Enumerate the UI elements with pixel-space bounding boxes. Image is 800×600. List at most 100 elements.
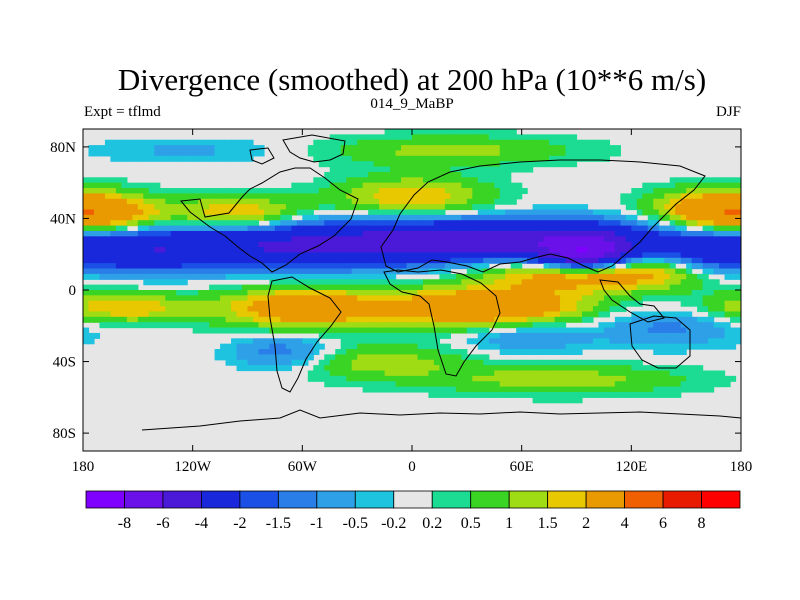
field-cell bbox=[444, 155, 451, 162]
field-cell bbox=[647, 311, 654, 318]
field-cell bbox=[401, 332, 408, 339]
field-cell bbox=[280, 188, 287, 194]
field-cell bbox=[450, 365, 457, 372]
field-cell bbox=[220, 263, 227, 270]
field-cell bbox=[296, 182, 303, 189]
field-cell bbox=[581, 316, 589, 323]
field-cell bbox=[296, 354, 303, 361]
field-cell bbox=[263, 204, 271, 211]
field-cell bbox=[412, 188, 419, 194]
field-cell bbox=[121, 241, 128, 248]
field-cell bbox=[494, 155, 501, 162]
field-cell bbox=[461, 241, 468, 248]
field-cell bbox=[581, 279, 589, 286]
field-cell bbox=[483, 166, 490, 173]
field-cell bbox=[417, 295, 424, 302]
field-cell bbox=[181, 188, 188, 194]
field-cell bbox=[719, 375, 726, 382]
field-cell bbox=[121, 204, 128, 211]
field-cell bbox=[384, 370, 391, 377]
subtitle-center: 014_9_MaBP bbox=[370, 96, 453, 112]
field-cell bbox=[439, 316, 446, 323]
field-cell bbox=[422, 316, 430, 323]
field-cell bbox=[444, 311, 451, 318]
field-cell bbox=[379, 386, 386, 393]
field-cell bbox=[390, 161, 397, 168]
field-cell bbox=[647, 230, 654, 237]
field-cell bbox=[329, 252, 336, 259]
field-cell bbox=[653, 236, 660, 243]
field-cell bbox=[214, 236, 221, 243]
field-cell bbox=[439, 155, 446, 162]
field-cell bbox=[466, 220, 473, 227]
field-cell bbox=[433, 370, 441, 377]
field-cell bbox=[406, 300, 413, 307]
field-cell bbox=[461, 284, 468, 291]
field-cell bbox=[104, 150, 112, 157]
field-cell bbox=[351, 139, 358, 146]
field-cell bbox=[126, 311, 133, 318]
field-cell bbox=[285, 204, 292, 211]
field-cell bbox=[702, 209, 709, 216]
field-cell bbox=[132, 220, 139, 227]
field-cell bbox=[242, 316, 249, 323]
field-cell bbox=[571, 273, 578, 280]
field-cell bbox=[483, 268, 490, 275]
field-cell bbox=[302, 311, 309, 318]
field-cell bbox=[313, 365, 320, 372]
field-cell bbox=[296, 327, 303, 334]
field-cell bbox=[225, 247, 232, 254]
field-cell bbox=[406, 214, 413, 221]
field-cell bbox=[571, 150, 578, 157]
field-cell bbox=[395, 236, 402, 243]
field-cell bbox=[181, 300, 188, 307]
field-cell bbox=[247, 338, 254, 345]
field-cell bbox=[362, 279, 369, 286]
field-cell bbox=[466, 252, 473, 259]
field-cell bbox=[198, 204, 205, 211]
field-cell bbox=[680, 338, 687, 345]
field-cell bbox=[192, 316, 199, 323]
field-cell bbox=[532, 306, 539, 313]
field-cell bbox=[532, 150, 539, 157]
field-cell bbox=[99, 306, 106, 313]
plot-area bbox=[83, 129, 741, 451]
field-cell bbox=[351, 257, 358, 264]
field-cell bbox=[412, 370, 419, 377]
field-cell bbox=[466, 273, 473, 280]
field-cell bbox=[220, 155, 227, 162]
field-cell bbox=[571, 209, 578, 216]
field-cell bbox=[477, 241, 484, 248]
field-cell bbox=[93, 236, 101, 243]
field-cell bbox=[636, 365, 643, 372]
field-cell bbox=[318, 188, 325, 194]
field-cell bbox=[461, 193, 468, 200]
field-cell bbox=[192, 290, 199, 296]
field-cell bbox=[242, 247, 249, 254]
field-cell bbox=[231, 327, 238, 334]
field-cell bbox=[450, 166, 457, 173]
field-cell bbox=[636, 284, 643, 291]
field-cell bbox=[494, 306, 501, 313]
field-cell bbox=[318, 295, 325, 302]
field-cell bbox=[647, 386, 654, 393]
field-cell bbox=[653, 182, 660, 189]
field-cell bbox=[439, 295, 446, 302]
field-cell bbox=[104, 316, 112, 323]
field-cell bbox=[505, 139, 512, 146]
field-cell bbox=[719, 193, 726, 200]
field-cell bbox=[713, 209, 720, 216]
field-cell bbox=[472, 182, 479, 189]
field-cell bbox=[719, 214, 726, 221]
field-cell bbox=[472, 316, 479, 323]
field-cell bbox=[401, 155, 408, 162]
field-cell bbox=[340, 198, 347, 205]
field-cell bbox=[697, 188, 704, 194]
colorbar-label: -6 bbox=[156, 515, 169, 532]
field-cell bbox=[324, 306, 331, 313]
field-cell bbox=[384, 349, 391, 355]
field-cell bbox=[675, 182, 682, 189]
field-cell bbox=[505, 155, 512, 162]
field-cell bbox=[719, 295, 726, 302]
field-cell bbox=[675, 284, 682, 291]
